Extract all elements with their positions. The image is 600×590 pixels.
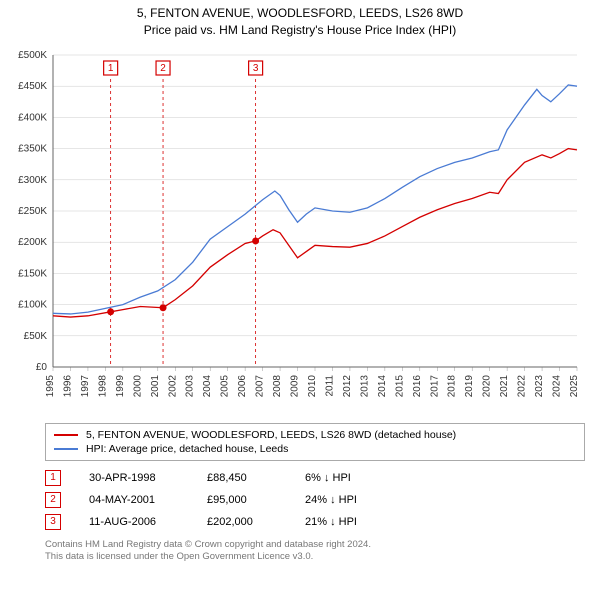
svg-text:2023: 2023 xyxy=(534,374,545,397)
svg-text:2008: 2008 xyxy=(272,374,283,397)
sale-row-num: 3 xyxy=(45,514,61,530)
legend-label: HPI: Average price, detached house, Leed… xyxy=(86,443,288,455)
svg-text:1998: 1998 xyxy=(97,374,108,397)
svg-text:1995: 1995 xyxy=(45,374,56,397)
sale-dot-1 xyxy=(107,308,114,315)
svg-text:2009: 2009 xyxy=(290,374,301,397)
title-line1: 5, FENTON AVENUE, WOODLESFORD, LEEDS, LS… xyxy=(5,5,595,22)
legend-swatch xyxy=(54,434,78,436)
svg-text:2010: 2010 xyxy=(307,374,318,397)
sale-row-num: 1 xyxy=(45,470,61,486)
svg-text:£50K: £50K xyxy=(24,330,48,341)
svg-text:2012: 2012 xyxy=(342,374,353,397)
svg-text:2006: 2006 xyxy=(237,374,248,397)
svg-text:2013: 2013 xyxy=(359,374,370,397)
sale-row: 3 11-AUG-2006 £202,000 21% ↓ HPI xyxy=(45,511,585,533)
sale-row-date: 11-AUG-2006 xyxy=(89,516,179,528)
sale-row-diff: 21% ↓ HPI xyxy=(305,516,395,528)
title-block: 5, FENTON AVENUE, WOODLESFORD, LEEDS, LS… xyxy=(5,5,595,39)
svg-text:2000: 2000 xyxy=(132,374,143,397)
sale-row-price: £88,450 xyxy=(207,472,277,484)
svg-text:£500K: £500K xyxy=(18,50,47,61)
svg-text:£100K: £100K xyxy=(18,299,47,310)
svg-text:£350K: £350K xyxy=(18,143,47,154)
sale-row-date: 30-APR-1998 xyxy=(89,472,179,484)
svg-text:£200K: £200K xyxy=(18,237,47,248)
svg-text:2014: 2014 xyxy=(377,374,388,397)
legend-row: HPI: Average price, detached house, Leed… xyxy=(54,442,576,456)
sale-row-date: 04-MAY-2001 xyxy=(89,494,179,506)
sale-row-price: £202,000 xyxy=(207,516,277,528)
svg-text:2003: 2003 xyxy=(185,374,196,397)
series-property xyxy=(53,148,577,316)
title-line2: Price paid vs. HM Land Registry's House … xyxy=(5,22,595,39)
chart-container: £0 £50K £100K £150K £200K £250K £300K £350K £400… xyxy=(5,47,585,417)
svg-text:£150K: £150K xyxy=(18,268,47,279)
svg-text:2: 2 xyxy=(160,63,166,74)
svg-text:2001: 2001 xyxy=(150,374,161,397)
sale-row-diff: 24% ↓ HPI xyxy=(305,494,395,506)
svg-text:1: 1 xyxy=(108,63,114,74)
svg-text:£450K: £450K xyxy=(18,81,47,92)
svg-text:2025: 2025 xyxy=(569,374,580,397)
svg-text:3: 3 xyxy=(253,63,259,74)
svg-text:1997: 1997 xyxy=(80,374,91,397)
svg-text:2022: 2022 xyxy=(517,374,528,397)
line-chart: £0 £50K £100K £150K £200K £250K £300K £350K £400… xyxy=(5,47,585,417)
sale-dot-2 xyxy=(160,304,167,311)
svg-text:1999: 1999 xyxy=(115,374,126,397)
svg-text:2017: 2017 xyxy=(429,374,440,397)
sale-row-diff: 6% ↓ HPI xyxy=(305,472,395,484)
footer-line1: Contains HM Land Registry data © Crown c… xyxy=(45,539,585,551)
svg-text:£0: £0 xyxy=(36,362,48,373)
svg-text:1996: 1996 xyxy=(62,374,73,397)
svg-text:2021: 2021 xyxy=(499,374,510,397)
sales-table: 1 30-APR-1998 £88,450 6% ↓ HPI 2 04-MAY-2001 £… xyxy=(45,467,585,533)
sale-row-num: 2 xyxy=(45,492,61,508)
sale-row: 2 04-MAY-2001 £95,000 24% ↓ HPI xyxy=(45,489,585,511)
footer-line2: This data is licensed under the Open Gov… xyxy=(45,551,585,563)
svg-text:2011: 2011 xyxy=(324,374,335,396)
svg-text:2007: 2007 xyxy=(255,374,266,397)
svg-text:£300K: £300K xyxy=(18,174,47,185)
series-hpi xyxy=(53,85,577,314)
legend-label: 5, FENTON AVENUE, WOODLESFORD, LEEDS, LS… xyxy=(86,429,456,441)
svg-text:2005: 2005 xyxy=(220,374,231,397)
svg-text:2019: 2019 xyxy=(464,374,475,397)
sale-row-price: £95,000 xyxy=(207,494,277,506)
svg-text:2002: 2002 xyxy=(167,374,178,397)
footer-attribution: Contains HM Land Registry data © Crown c… xyxy=(45,539,585,564)
svg-text:£250K: £250K xyxy=(18,206,47,217)
sale-dot-3 xyxy=(252,237,259,244)
svg-text:2016: 2016 xyxy=(412,374,423,397)
sale-row: 1 30-APR-1998 £88,450 6% ↓ HPI xyxy=(45,467,585,489)
svg-text:2024: 2024 xyxy=(552,374,563,397)
svg-text:2015: 2015 xyxy=(394,374,405,397)
legend-row: 5, FENTON AVENUE, WOODLESFORD, LEEDS, LS… xyxy=(54,428,576,442)
legend-swatch xyxy=(54,448,78,450)
svg-text:2020: 2020 xyxy=(482,374,493,397)
svg-text:2004: 2004 xyxy=(202,374,213,397)
legend: 5, FENTON AVENUE, WOODLESFORD, LEEDS, LS… xyxy=(45,423,585,461)
svg-text:£400K: £400K xyxy=(18,112,47,123)
svg-text:2018: 2018 xyxy=(447,374,458,397)
